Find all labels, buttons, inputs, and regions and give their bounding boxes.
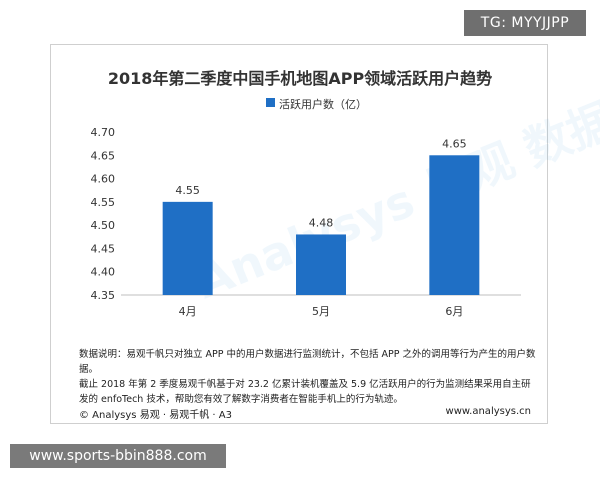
- y-tick-label: 4.55: [91, 196, 116, 209]
- legend-label: 活跃用户数（亿）: [279, 98, 367, 111]
- data-label: 4.55: [175, 184, 200, 197]
- data-label: 4.48: [309, 216, 334, 229]
- x-tick-label: 5月: [312, 305, 330, 318]
- chart-title: 2018年第二季度中国手机地图APP领域活跃用户趋势: [107, 69, 493, 88]
- bar-2: [296, 234, 346, 295]
- y-tick-label: 4.70: [91, 126, 116, 139]
- bar-1: [162, 201, 213, 295]
- note-line-2: 截止 2018 年第 2 季度易观千帆基于对 23.2 亿累计装机覆盖及 5.9…: [79, 379, 531, 405]
- bar-chart: 4.35 4.40 4.45 4.50 4.55 4.60 4.65 4.70 4.55 4月 4.…: [91, 126, 521, 318]
- y-tick-label: 4.35: [91, 289, 116, 302]
- footer-url: www.analysys.cn: [445, 406, 531, 417]
- y-tick-label: 4.50: [91, 219, 116, 232]
- bar-3: [429, 155, 480, 295]
- note-line-1: 数据说明：易观千帆只对独立 APP 中的用户数据进行监测统计，不包括 APP 之…: [79, 349, 536, 375]
- x-tick-label: 6月: [445, 305, 463, 318]
- y-tick-label: 4.65: [91, 149, 116, 162]
- y-tick-label: 4.40: [91, 266, 116, 279]
- legend-swatch: [266, 98, 275, 107]
- data-note: 数据说明：易观千帆只对独立 APP 中的用户数据进行监测统计，不包括 APP 之…: [79, 347, 539, 407]
- tag-badge: TG: MYYJJPP: [464, 10, 586, 36]
- chart-card: Analysys 易观 数据 2018年第二季度中国手机地图APP领域活跃用户趋…: [50, 44, 600, 424]
- y-tick-label: 4.60: [91, 173, 116, 186]
- data-label: 4.65: [442, 137, 467, 150]
- footer-source: © Analysys 易观 · 易观千帆 · A3: [79, 410, 232, 421]
- x-tick-label: 4月: [179, 305, 197, 318]
- y-tick-label: 4.45: [91, 242, 116, 255]
- site-url-banner[interactable]: www.sports-bbin888.com: [10, 444, 226, 468]
